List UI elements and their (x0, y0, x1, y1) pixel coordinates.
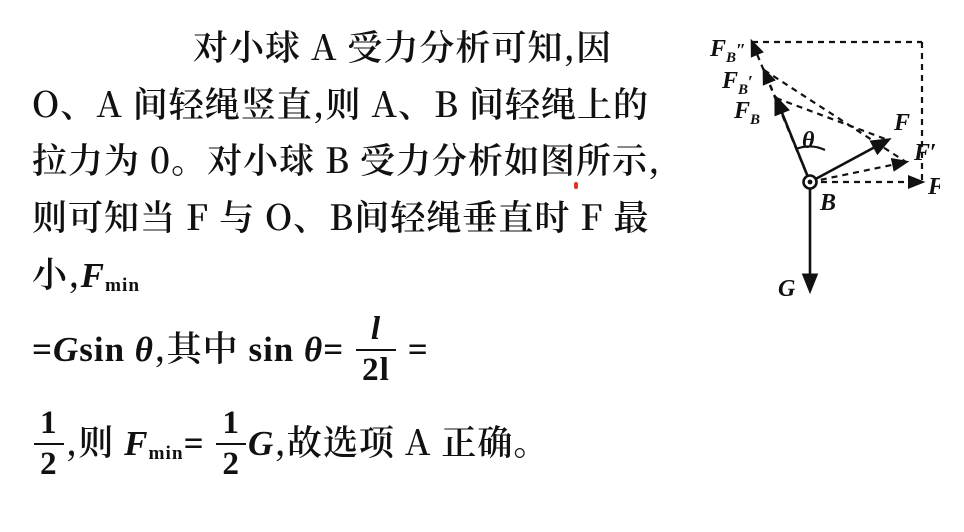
force-diagram: FB″ FB′ FB F F′ F″ θ B G (670, 12, 940, 312)
diagram-svg: FB″ FB′ FB F F′ F″ θ B G (670, 12, 940, 312)
frac-1-2b: 1 2 (216, 406, 246, 482)
vec-Fp (810, 162, 906, 182)
sym-G: G (53, 330, 79, 369)
den-2l: 2l (362, 351, 390, 388)
label-F: F (893, 110, 910, 136)
text-pre: 对小球 A 受力分析可知, (193, 21, 576, 71)
label-theta: θ (802, 128, 815, 154)
label-G: G (778, 276, 796, 302)
eq2: = (323, 330, 344, 369)
tail: ,故选项 A 正确。 (274, 416, 549, 466)
num-1a: 1 (34, 406, 64, 443)
sub-min: min (105, 275, 140, 296)
sym-theta: θ (135, 330, 154, 369)
num-l: l (371, 310, 381, 347)
equation-line-2: 1 2 ,则 Fmin= 1 2 G,故选项 A 正确。 (32, 408, 940, 484)
equation-line-1: =Gsin θ,其中 sin θ= l 2l = (32, 314, 940, 390)
sym-F: F (81, 256, 105, 295)
den-2a: 2 (34, 443, 64, 482)
label-FBpp: FB″ (709, 36, 746, 66)
labels: FB″ FB′ FB F F′ F″ θ B G (709, 36, 940, 302)
page: 对小球 A 受力分析可知,因 O、A 间轻绳竖直,则 A、B 间轻绳上的拉力为 … (0, 0, 964, 532)
label-Fp: F′ (913, 140, 937, 166)
top-row: 对小球 A 受力分析可知,因 O、A 间轻绳竖直,则 A、B 间轻绳上的拉力为 … (32, 18, 940, 312)
sym-theta2: θ (304, 330, 323, 369)
sin2: sin (248, 330, 304, 369)
label-FBp: FB′ (721, 68, 753, 98)
eq3: = (408, 330, 429, 369)
eq: = (32, 330, 53, 369)
sin: sin (79, 330, 135, 369)
num-1b: 1 (216, 406, 246, 443)
sym-F2: F (124, 424, 148, 463)
frac-l-over-2l: l 2l (356, 312, 396, 388)
txt: ,其中 (154, 322, 248, 372)
eq4: = (184, 424, 205, 463)
txt2: ,则 (66, 416, 124, 466)
point-B-dot (808, 180, 813, 185)
label-B: B (819, 190, 836, 216)
frac-1-2a: 1 2 (34, 406, 64, 482)
label-FB: FB (733, 98, 760, 128)
den-2b: 2 (216, 443, 246, 482)
sub-min2: min (148, 443, 183, 464)
label-Fpp: F″ (927, 174, 940, 200)
vec-F (810, 140, 888, 182)
solution-text: 对小球 A 受力分析可知,因 O、A 间轻绳竖直,则 A、B 间轻绳上的拉力为 … (32, 18, 664, 304)
sym-G2: G (248, 424, 274, 463)
